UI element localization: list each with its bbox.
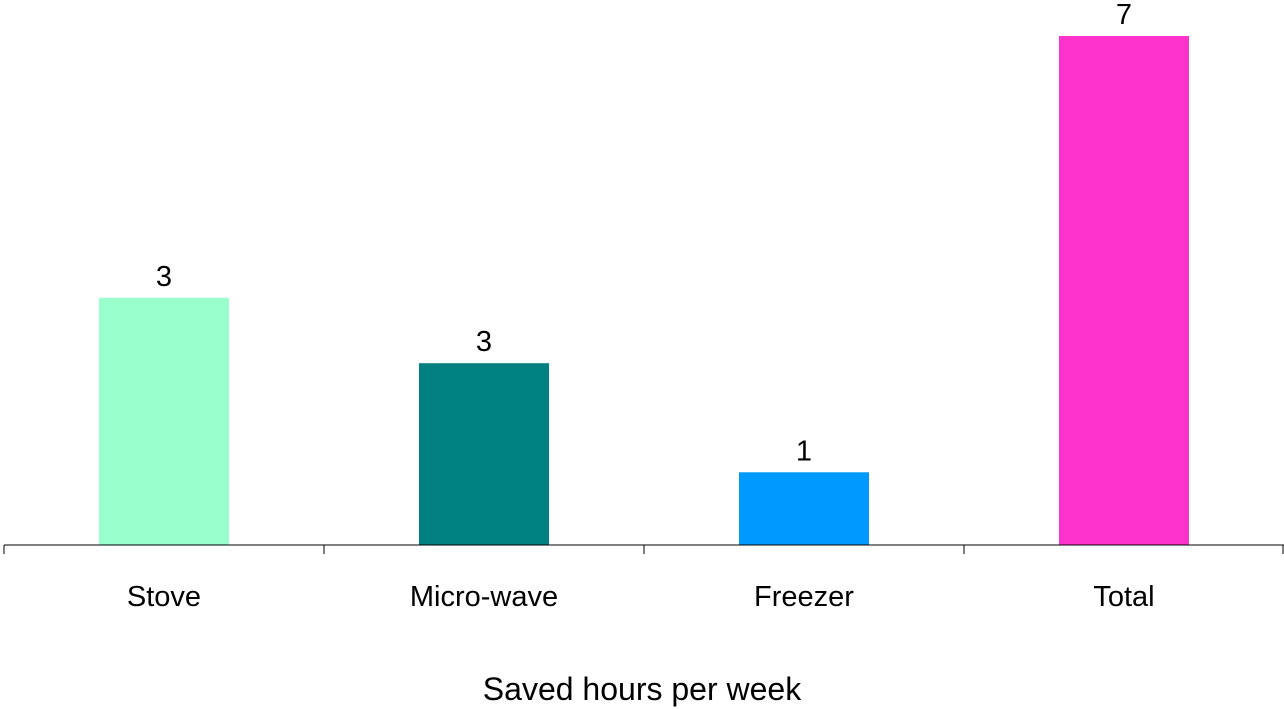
data-labels-group: 3 3 1 7 (156, 0, 1132, 467)
bar-stove (99, 297, 229, 545)
data-label-freezer: 1 (796, 435, 812, 467)
bar-micro-wave (419, 363, 549, 545)
bar-total (1059, 36, 1189, 545)
data-label-total: 7 (1116, 0, 1132, 31)
x-axis-title: Saved hours per week (483, 671, 802, 707)
data-label-micro-wave: 3 (476, 326, 492, 358)
data-label-stove: 3 (156, 261, 172, 293)
x-axis-ticks (3, 545, 1284, 554)
x-axis-tick-labels: Stove Micro-wave Freezer Total (127, 581, 1155, 613)
tick-label-micro-wave: Micro-wave (410, 581, 558, 613)
tick-label-total: Total (1093, 581, 1154, 613)
tick-label-stove: Stove (127, 581, 201, 613)
bars-group (99, 36, 1189, 545)
bar-freezer (739, 472, 869, 545)
tick-label-freezer: Freezer (754, 581, 854, 613)
